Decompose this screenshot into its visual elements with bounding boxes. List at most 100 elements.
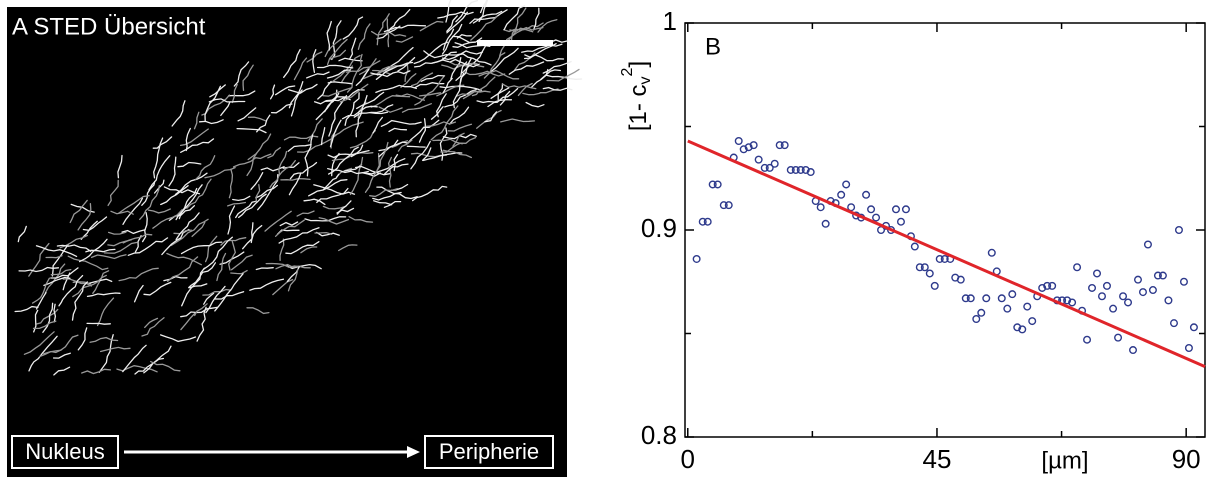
strand [205, 285, 226, 314]
strand [375, 84, 417, 94]
strand [444, 88, 477, 108]
strand [195, 155, 216, 180]
strand [500, 118, 536, 123]
strand [204, 166, 236, 179]
strand [397, 139, 413, 152]
strand [323, 179, 348, 191]
strand [180, 312, 196, 331]
strand [117, 195, 150, 215]
strand [418, 118, 426, 143]
strand [77, 203, 92, 231]
data-point [1043, 281, 1052, 290]
strand [324, 89, 338, 113]
strand [430, 105, 459, 141]
strand [14, 305, 39, 313]
strand [230, 269, 248, 275]
data-point [891, 205, 900, 214]
data-point [956, 275, 965, 284]
data-point [896, 217, 905, 226]
strand [282, 162, 300, 169]
strand [380, 119, 422, 127]
strand [411, 185, 448, 202]
strand [501, 83, 537, 90]
strand [471, 76, 496, 97]
strand [160, 185, 189, 206]
data-point [1023, 302, 1032, 311]
strand [117, 154, 123, 179]
data-point [862, 190, 871, 199]
data-point [1083, 335, 1092, 344]
strand [326, 20, 332, 51]
data-point [1129, 346, 1138, 355]
strand [384, 163, 409, 175]
data-point [754, 155, 763, 164]
strand [497, 83, 504, 101]
strand [231, 83, 238, 104]
strand [304, 134, 314, 177]
strand [285, 241, 320, 255]
strand [425, 121, 457, 127]
strand [401, 103, 432, 113]
strand [372, 191, 402, 201]
y-tick-label: 1 [663, 6, 677, 36]
data-point [997, 294, 1006, 303]
strand [50, 268, 72, 276]
strand [365, 158, 406, 175]
strand [267, 147, 281, 159]
strand [180, 306, 218, 318]
data-point [1068, 298, 1077, 307]
strand [395, 93, 426, 101]
strand [313, 184, 356, 195]
strand [523, 43, 557, 60]
strand [421, 147, 432, 161]
strand [143, 281, 172, 296]
strand [478, 0, 489, 23]
data-point [703, 217, 712, 226]
strand [18, 266, 60, 273]
strand [89, 336, 119, 343]
strand [288, 81, 304, 109]
strand [348, 216, 374, 223]
data-point [765, 163, 774, 172]
strand [510, 7, 527, 46]
strand [435, 93, 447, 118]
strand [410, 72, 434, 87]
strand [107, 179, 119, 207]
strand [369, 111, 389, 115]
strand [153, 179, 165, 194]
strand [133, 284, 144, 303]
strand [296, 134, 337, 153]
data-point [1109, 304, 1118, 313]
strand [430, 106, 444, 120]
data-point [1124, 298, 1133, 307]
strand [77, 327, 88, 351]
data-point [1088, 283, 1097, 292]
strand [173, 229, 192, 235]
data-point [692, 254, 701, 263]
end-label: Peripherie [439, 439, 539, 464]
strand [99, 346, 131, 353]
strand [233, 61, 250, 87]
strand [383, 200, 402, 208]
strand [260, 166, 285, 172]
chart: B [µm] [1- cv2] 0.8 0.9 1 0 45 90 [619, 6, 1206, 474]
strand [338, 244, 358, 252]
data-point [786, 165, 795, 174]
data-point [910, 242, 919, 251]
strand [478, 69, 520, 80]
strand [306, 51, 323, 63]
strand [341, 105, 378, 120]
strand [447, 123, 473, 132]
strand [441, 23, 463, 55]
data-point [1148, 286, 1157, 295]
strand [449, 58, 480, 68]
strand [540, 69, 562, 81]
strand [121, 229, 146, 235]
data-point [847, 203, 856, 212]
strand [110, 210, 134, 215]
strand [203, 292, 215, 305]
y-label-part: [1- c [625, 84, 652, 131]
strand [141, 317, 165, 337]
strand [304, 216, 347, 222]
strand [56, 244, 92, 252]
